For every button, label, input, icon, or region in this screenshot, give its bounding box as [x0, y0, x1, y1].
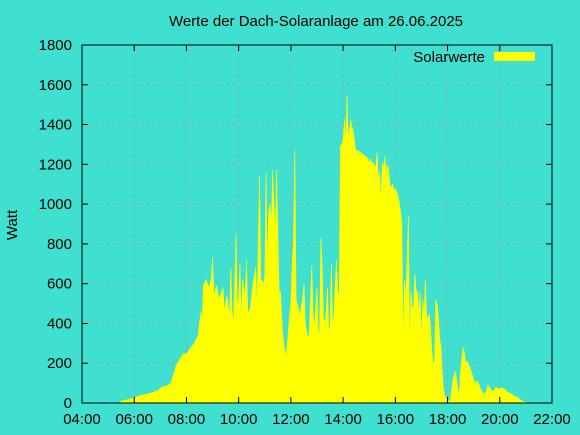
series-area-solarwerte	[119, 95, 529, 404]
y-tick-label: 800	[47, 236, 72, 253]
x-tick-label: 10:00	[220, 411, 258, 428]
y-axis-label: Watt	[4, 209, 21, 240]
y-tick-label: 1200	[39, 156, 72, 173]
tick-labels: 04:00 06:00 08:00 10:00 12:00 14:00 16:00 18:00…	[39, 37, 571, 428]
x-tick-label: 06:00	[115, 411, 153, 428]
y-tick-label: 600	[47, 276, 72, 293]
x-tick-label: 12:00	[272, 411, 310, 428]
legend-swatch	[494, 52, 535, 61]
y-tick-label: 1400	[39, 117, 72, 134]
y-tick-label: 1000	[39, 196, 72, 213]
y-tick-label: 1600	[39, 77, 72, 94]
x-tick-label: 04:00	[63, 411, 101, 428]
plot-border	[81, 44, 553, 404]
chart-title: Werte der Dach-Solaranlage am 26.06.2025	[169, 13, 463, 30]
legend: Solarwerte	[413, 49, 535, 66]
axes	[81, 44, 553, 404]
area-layer	[119, 95, 529, 404]
x-tick-label: 18:00	[429, 411, 467, 428]
x-tick-label: 14:00	[324, 411, 362, 428]
x-tick-label: 22:00	[533, 411, 571, 428]
y-tick-label: 1800	[39, 37, 72, 54]
legend-label: Solarwerte	[413, 49, 485, 66]
y-tick-label: 200	[47, 355, 72, 372]
x-tick-label: 08:00	[168, 411, 206, 428]
y-tick-label: 0	[64, 395, 72, 412]
x-tick-label: 16:00	[377, 411, 415, 428]
x-tick-label: 20:00	[481, 411, 519, 428]
y-tick-label: 400	[47, 315, 72, 332]
